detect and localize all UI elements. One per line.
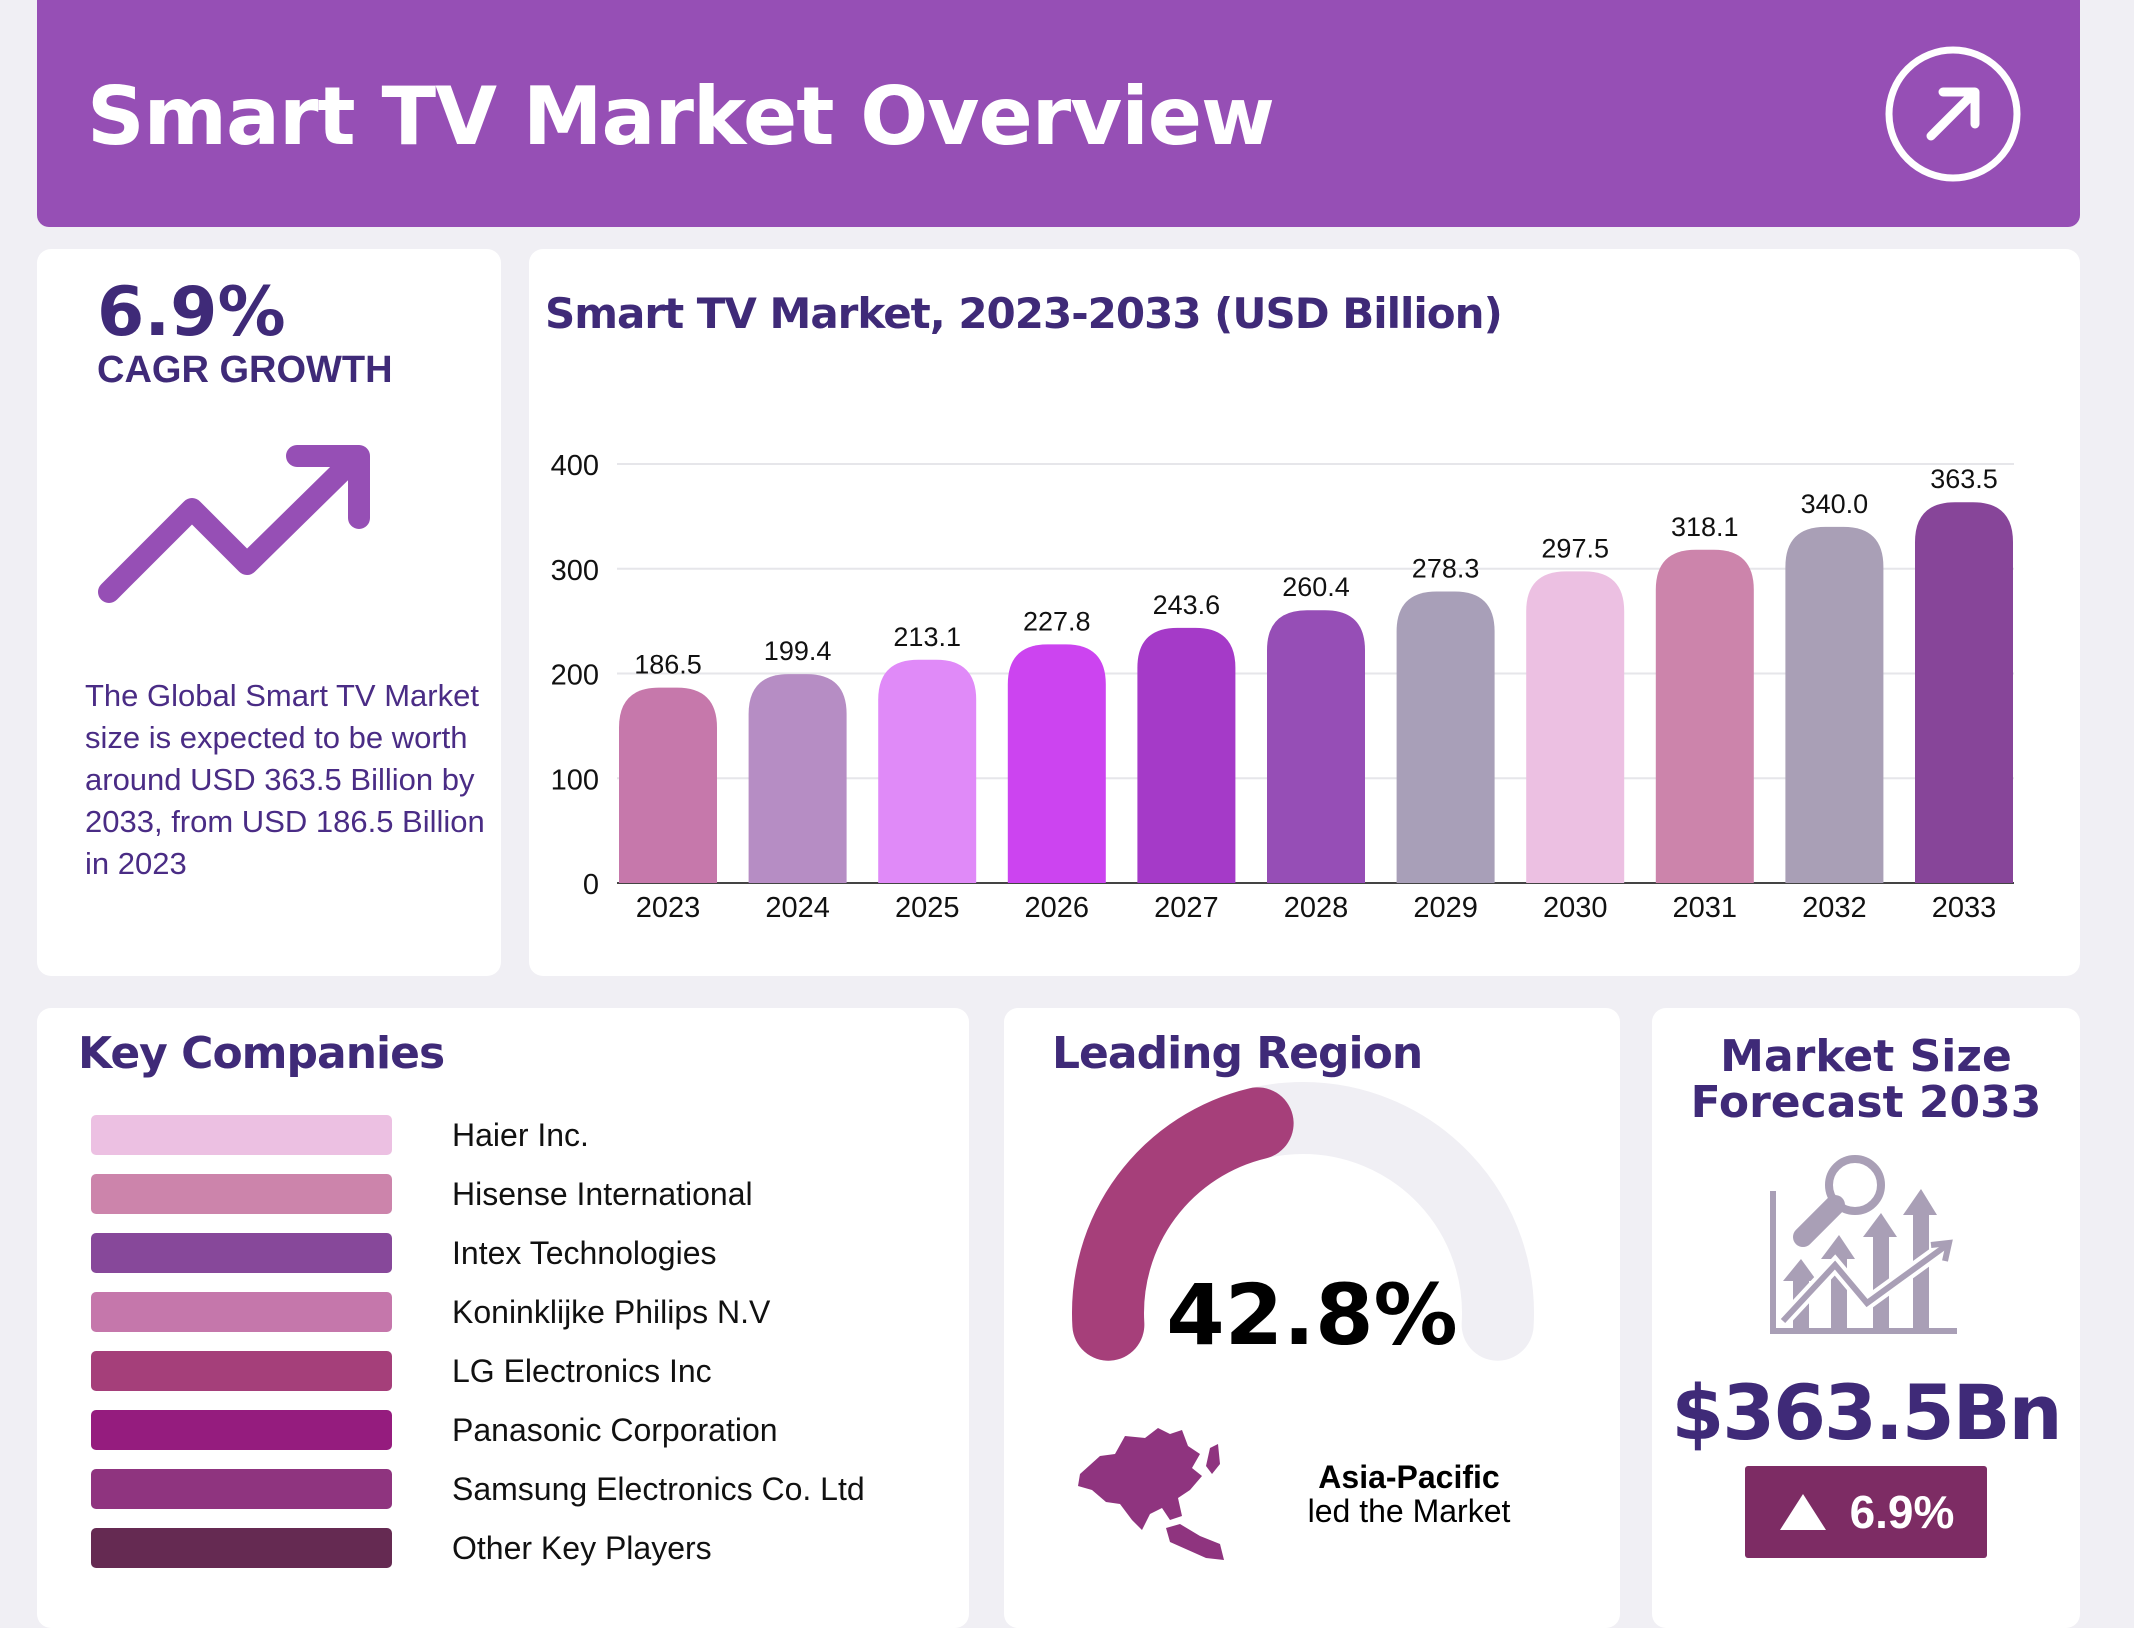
bar-2025: [878, 659, 977, 883]
company-label: Haier Inc.: [452, 1117, 589, 1153]
company-label: Panasonic Corporation: [452, 1412, 778, 1448]
growth-badge-value: 6.9%: [1849, 1486, 1955, 1538]
triangle-up-icon: [1779, 1494, 1826, 1530]
forecast-title-line2: Forecast 2033: [1690, 1077, 2042, 1128]
x-tick-label: 2029: [1413, 892, 1478, 924]
bar-2026: [1007, 644, 1106, 883]
company-item: Koninklijke Philips N.V: [91, 1292, 991, 1332]
bar-value-label: 340.0: [1801, 489, 1869, 519]
region-name: Asia-Pacific: [1318, 1459, 1500, 1495]
bar-chart: 0 100 200 300 400 186.5 2023 199.4 2024 213.1 2025…: [551, 450, 2014, 924]
company-item: Intex Technologies: [91, 1233, 991, 1273]
company-color-swatch: [91, 1528, 392, 1568]
company-item: Haier Inc.: [91, 1115, 991, 1155]
y-tick-label: 400: [551, 450, 599, 482]
bar-value-label: 213.1: [893, 622, 961, 652]
region-share-gauge: [1072, 1082, 1534, 1361]
company-item: Samsung Electronics Co. Ltd: [91, 1469, 991, 1509]
bar-value-label: 278.3: [1412, 553, 1480, 583]
y-tick-label: 0: [583, 869, 599, 901]
page-title: Smart TV Market Overview: [87, 70, 1275, 163]
company-color-swatch: [91, 1351, 392, 1391]
bar-value-label: 260.4: [1282, 572, 1350, 602]
bar-2027: [1137, 627, 1236, 883]
market-analysis-chart-icon: [1770, 1155, 1957, 1334]
key-companies-card: Key Companies Haier Inc. Hisense Internat…: [37, 1008, 969, 1628]
y-tick-label: 100: [551, 764, 599, 796]
x-tick-label: 2027: [1154, 892, 1219, 924]
trend-up-arrow-icon: [98, 445, 370, 603]
bar-2033: [1915, 502, 2013, 883]
forecast-value: $363.5Bn: [1671, 1368, 2062, 1457]
company-label: Koninklijke Philips N.V: [452, 1294, 771, 1330]
company-color-swatch: [91, 1410, 392, 1450]
bar-value-label: 363.5: [1930, 464, 1998, 494]
bar-2031: [1655, 549, 1754, 883]
asia-pacific-map-icon: [1078, 1428, 1224, 1560]
bar-value-label: 243.6: [1153, 590, 1221, 620]
bar-value-label: 318.1: [1671, 512, 1739, 542]
bar-2032: [1785, 526, 1884, 883]
x-tick-label: 2028: [1284, 892, 1349, 924]
leading-region-title: Leading Region: [1052, 1028, 1423, 1079]
company-label: Other Key Players: [452, 1530, 712, 1566]
x-tick-label: 2032: [1802, 892, 1867, 924]
x-tick-label: 2023: [636, 892, 701, 924]
company-label: Intex Technologies: [452, 1235, 717, 1271]
region-share-value: 42.8%: [1166, 1266, 1458, 1364]
company-color-swatch: [91, 1292, 392, 1332]
bar-value-label: 199.4: [764, 636, 832, 666]
forecast-card: Market Size Forecast 2033 $363.5Bn 6.9%: [1652, 1008, 2080, 1628]
forecast-title: Market Size Forecast 2033: [1652, 1034, 2080, 1126]
x-tick-label: 2030: [1543, 892, 1608, 924]
cagr-description: The Global Smart TV Market size is expec…: [85, 678, 485, 881]
forecast-title-line1: Market Size: [1720, 1031, 2012, 1082]
company-item: Panasonic Corporation: [91, 1410, 991, 1450]
region-text: Asia-Pacific led the Market: [1244, 1460, 1574, 1528]
leading-region-card: Leading Region 42.8% Asia-Pacific led th…: [1004, 1008, 1620, 1628]
gauge-fill: [1072, 1087, 1294, 1361]
y-tick-label: 300: [551, 555, 599, 587]
chart-card: 0 100 200 300 400 186.5 2023 199.4 2024 213.1 2025…: [529, 249, 2080, 976]
bar-value-label: 297.5: [1541, 533, 1609, 563]
header-banner: Smart TV Market Overview: [37, 0, 2080, 227]
x-tick-label: 2026: [1025, 892, 1090, 924]
company-color-swatch: [91, 1115, 392, 1155]
cagr-card: 6.9% CAGR GROWTH The Global Smart TV Mar…: [37, 249, 501, 976]
bar-2030: [1526, 571, 1625, 883]
company-color-swatch: [91, 1233, 392, 1273]
bar-value-label: 186.5: [634, 650, 702, 680]
x-tick-label: 2025: [895, 892, 960, 924]
bar-2023: [619, 687, 717, 883]
region-subtitle: led the Market: [1307, 1493, 1511, 1529]
y-tick-label: 200: [551, 660, 599, 692]
company-item: Hisense International: [91, 1174, 991, 1214]
bar-2024: [748, 674, 847, 883]
key-companies-title: Key Companies: [78, 1028, 445, 1079]
bar-2029: [1396, 591, 1495, 883]
cagr-label: CAGR GROWTH: [97, 349, 393, 391]
chart-title: Smart TV Market, 2023-2033 (USD Billion): [545, 289, 1503, 338]
cagr-value: 6.9%: [97, 273, 286, 352]
x-tick-label: 2024: [765, 892, 830, 924]
company-item: Other Key Players: [91, 1528, 991, 1568]
x-tick-label: 2033: [1932, 892, 1997, 924]
company-label: Hisense International: [452, 1176, 753, 1212]
arrow-up-right-circle-icon[interactable]: [1883, 44, 2023, 184]
company-color-swatch: [91, 1469, 392, 1509]
company-label: LG Electronics Inc: [452, 1353, 712, 1389]
company-label: Samsung Electronics Co. Ltd: [452, 1471, 865, 1507]
company-color-swatch: [91, 1174, 392, 1214]
x-tick-label: 2031: [1673, 892, 1738, 924]
bar-value-label: 227.8: [1023, 606, 1091, 636]
growth-badge: 6.9%: [1745, 1466, 1987, 1558]
bar-2028: [1267, 610, 1365, 883]
company-item: LG Electronics Inc: [91, 1351, 991, 1391]
